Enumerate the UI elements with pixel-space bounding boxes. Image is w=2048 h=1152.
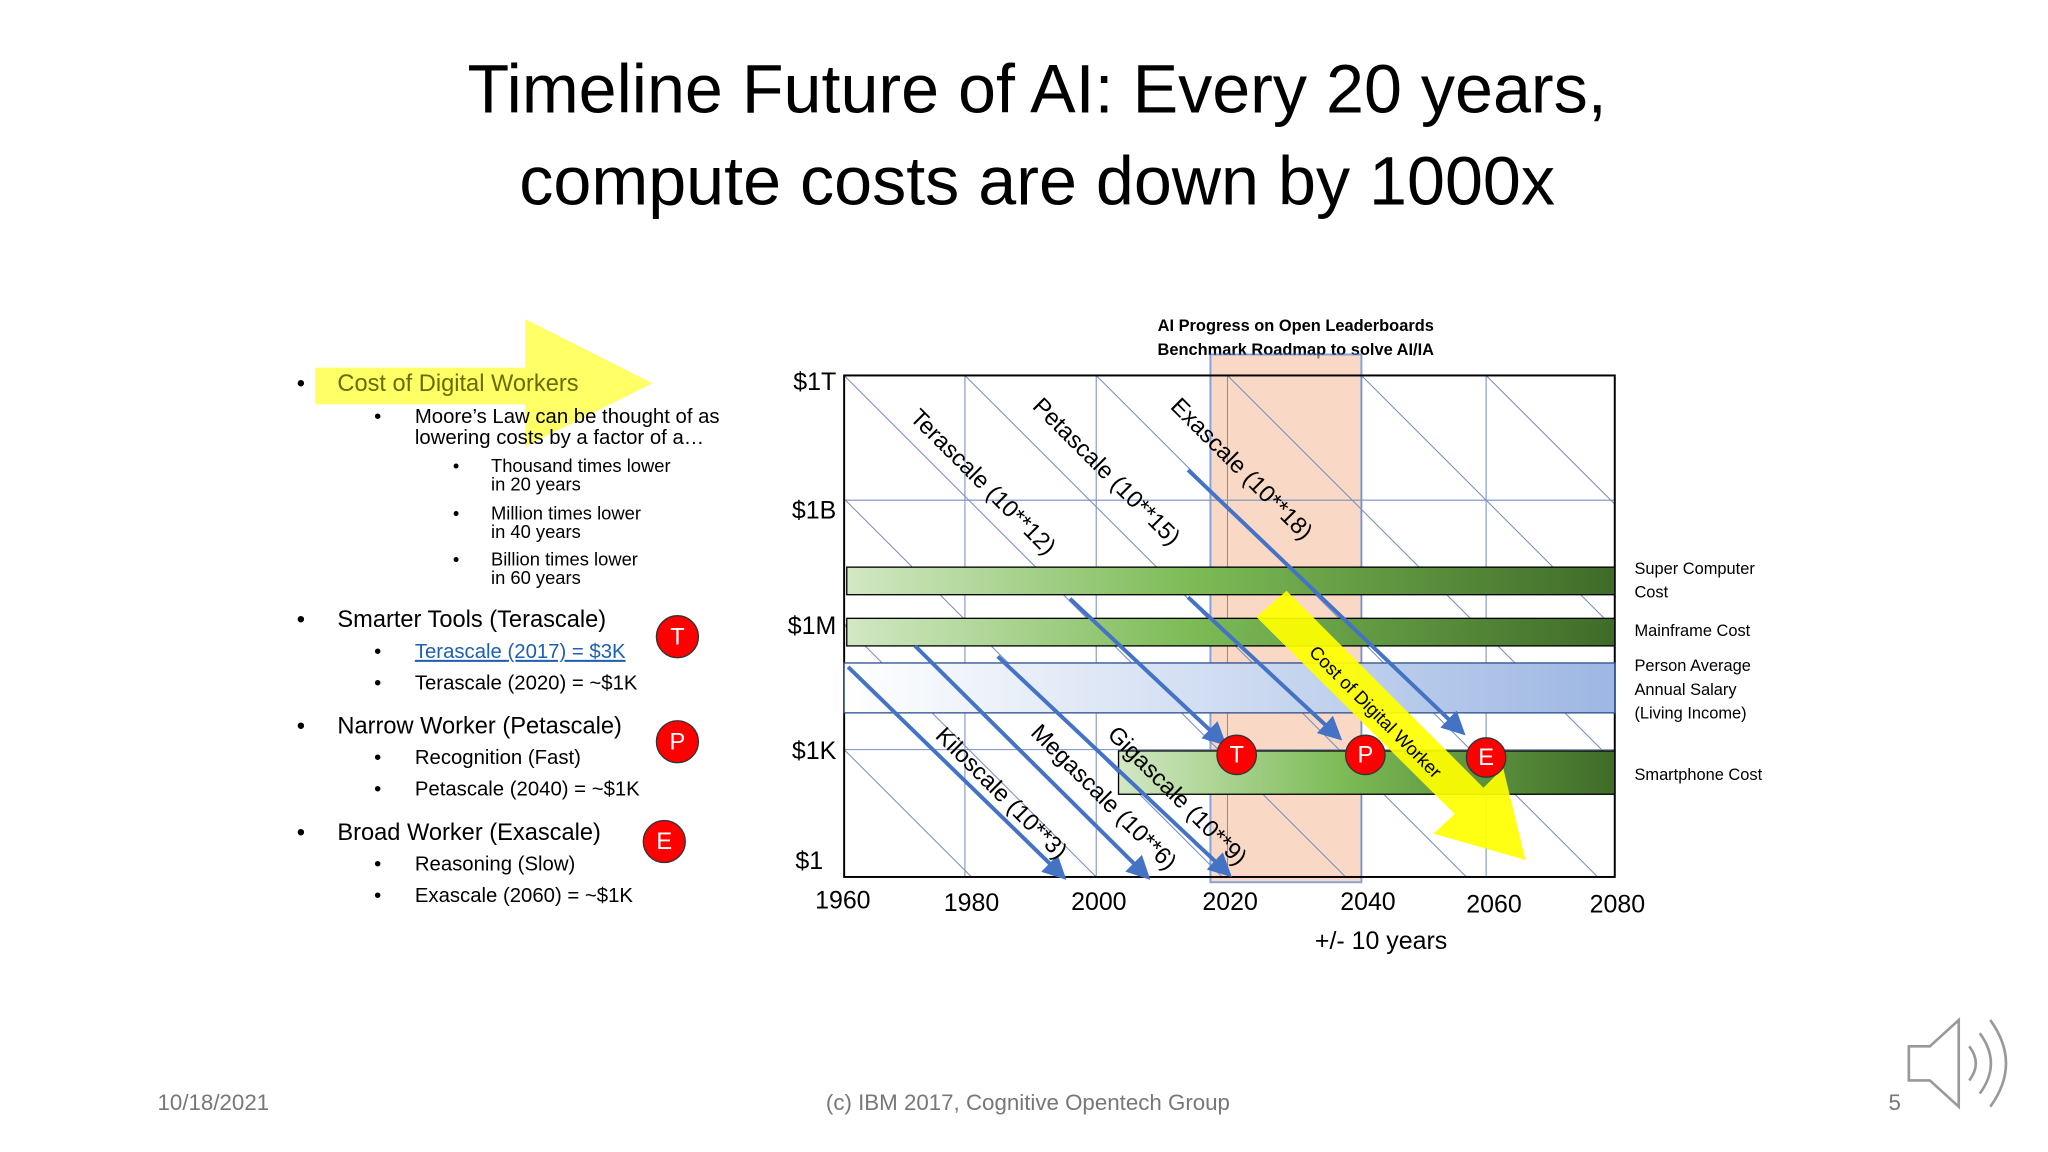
salary-bar xyxy=(843,662,1616,714)
y-label: $1M xyxy=(788,612,837,640)
scale-label: Terascale (10**12) xyxy=(905,405,1061,561)
x-label: 2000 xyxy=(1071,888,1126,916)
y-label: $1B xyxy=(792,497,836,525)
scale-arrow xyxy=(996,654,1232,878)
scale-arrow xyxy=(1068,597,1227,746)
band-label: Person Average xyxy=(1634,657,1750,675)
bullet: • xyxy=(374,885,381,907)
title: Timeline Future of AI: Every 20 years, c… xyxy=(468,52,1607,220)
bullet-text: Moore’s Law can be thought of as xyxy=(415,406,720,428)
badge-label: E xyxy=(656,829,672,855)
band-label: Cost xyxy=(1634,584,1668,602)
scale-label: Petascale (10**15) xyxy=(1027,393,1185,551)
bullet: • xyxy=(453,455,459,476)
bullet-text: Narrow Worker (Petascale) xyxy=(337,714,621,740)
bullet: • xyxy=(297,607,305,633)
band-label: Super Computer xyxy=(1634,560,1755,578)
title-line: Timeline Future of AI: Every 20 years, xyxy=(468,52,1607,128)
scale-arrow xyxy=(846,665,1067,880)
band-label: Smartphone Cost xyxy=(1634,766,1762,784)
bullet-text: in 60 years xyxy=(491,567,581,588)
milestone-label: T xyxy=(1229,742,1243,768)
bullet: • xyxy=(374,641,381,663)
supercomputer-bar xyxy=(846,566,1616,596)
link-text[interactable]: Terascale (2017) = $3K xyxy=(415,641,626,663)
bullet-text: Petascale (2040) = ~$1K xyxy=(415,779,640,801)
band-label: Mainframe Cost xyxy=(1634,622,1750,640)
footer-date: 10/18/2021 xyxy=(158,1090,270,1115)
y-label: $1 xyxy=(795,847,823,875)
title-line: compute costs are down by 1000x xyxy=(519,143,1555,219)
bullet: • xyxy=(297,714,305,740)
x-label: 1960 xyxy=(815,887,870,915)
footer-credit: (c) IBM 2017, Cognitive Opentech Group xyxy=(826,1090,1230,1115)
bullet-text: Smarter Tools (Terascale) xyxy=(337,607,606,633)
footer-page: 5 xyxy=(1889,1090,1901,1115)
bullet-text: Exascale (2060) = ~$1K xyxy=(415,885,634,907)
band-label: Annual Salary xyxy=(1634,681,1737,699)
bullet-text: Broad Worker (Exascale) xyxy=(337,820,600,846)
mainframe-bar xyxy=(846,617,1616,647)
bullet-text: in 40 years xyxy=(491,521,581,542)
footer: 10/18/2021 (c) IBM 2017, Cognitive Opent… xyxy=(158,1090,1901,1115)
trend-arrow xyxy=(1256,590,1526,860)
band-label: (Living Income) xyxy=(1634,705,1746,723)
milestone xyxy=(1465,737,1507,778)
bullet-text: Recognition (Fast) xyxy=(415,747,581,769)
audio-icon[interactable] xyxy=(1907,1017,2008,1110)
roadmap-chart: AI Progress on Open Leaderboards Benchma… xyxy=(788,317,1763,955)
highlight-arrow xyxy=(315,319,653,447)
milestone xyxy=(1344,734,1386,776)
x-label: 1980 xyxy=(944,889,999,917)
bullet-text: lowering costs by a factor of a… xyxy=(415,427,704,449)
outline: • Cost of Digital Workers • Moore’s Law … xyxy=(297,319,720,907)
x-label: 2080 xyxy=(1590,890,1645,918)
bullet: • xyxy=(374,406,381,428)
bullet: • xyxy=(374,779,381,801)
bullet-text: Cost of Digital Workers xyxy=(337,371,578,397)
bullet: • xyxy=(297,371,305,397)
badge-label: T xyxy=(670,624,684,650)
milestone-label: E xyxy=(1478,745,1494,771)
bullet: • xyxy=(374,747,381,769)
y-label: $1K xyxy=(792,737,837,765)
badge xyxy=(642,819,686,864)
bullet: • xyxy=(374,854,381,876)
bullet-text: Terascale (2020) = ~$1K xyxy=(415,672,638,694)
x-label: 2040 xyxy=(1340,888,1395,916)
bullet: • xyxy=(453,548,459,569)
bullet-text: in 20 years xyxy=(491,474,581,495)
x-label: 2060 xyxy=(1466,890,1521,918)
badge xyxy=(655,720,700,764)
bullet: • xyxy=(453,502,459,523)
y-label: $1T xyxy=(793,368,836,396)
scale-arrow xyxy=(1186,468,1466,736)
bullet-text: Million times lower xyxy=(491,502,641,523)
bullet-text: Billion times lower xyxy=(491,548,638,569)
milestone xyxy=(1216,734,1258,776)
x-caption: +/- 10 years xyxy=(1315,927,1447,955)
badge xyxy=(655,615,700,659)
bullet-text: Thousand times lower xyxy=(491,455,671,476)
scale-arrow xyxy=(913,644,1151,880)
badge-label: P xyxy=(670,729,686,755)
milestones: T P E xyxy=(1216,734,1507,778)
chart-header: AI Progress on Open Leaderboards xyxy=(1158,317,1434,335)
x-label: 2020 xyxy=(1202,888,1257,916)
milestone-label: P xyxy=(1357,742,1373,768)
bullet: • xyxy=(374,672,381,694)
scale-arrow xyxy=(1186,595,1343,741)
bullet-text: Reasoning (Slow) xyxy=(415,854,575,876)
bullet: • xyxy=(297,820,305,846)
